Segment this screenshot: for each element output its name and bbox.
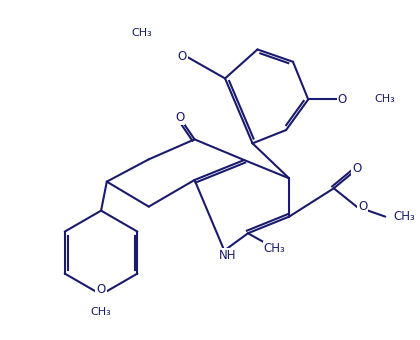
Text: CH₃: CH₃: [393, 210, 415, 223]
Text: O: O: [338, 93, 347, 106]
Text: CH₃: CH₃: [374, 95, 395, 104]
Text: O: O: [97, 283, 106, 296]
Text: O: O: [352, 162, 361, 175]
Text: O: O: [177, 50, 186, 63]
Text: O: O: [175, 111, 184, 124]
Text: CH₃: CH₃: [91, 307, 111, 317]
Text: O: O: [358, 200, 367, 213]
Text: NH: NH: [218, 249, 236, 262]
Text: CH₃: CH₃: [264, 242, 286, 255]
Text: CH₃: CH₃: [131, 29, 152, 38]
